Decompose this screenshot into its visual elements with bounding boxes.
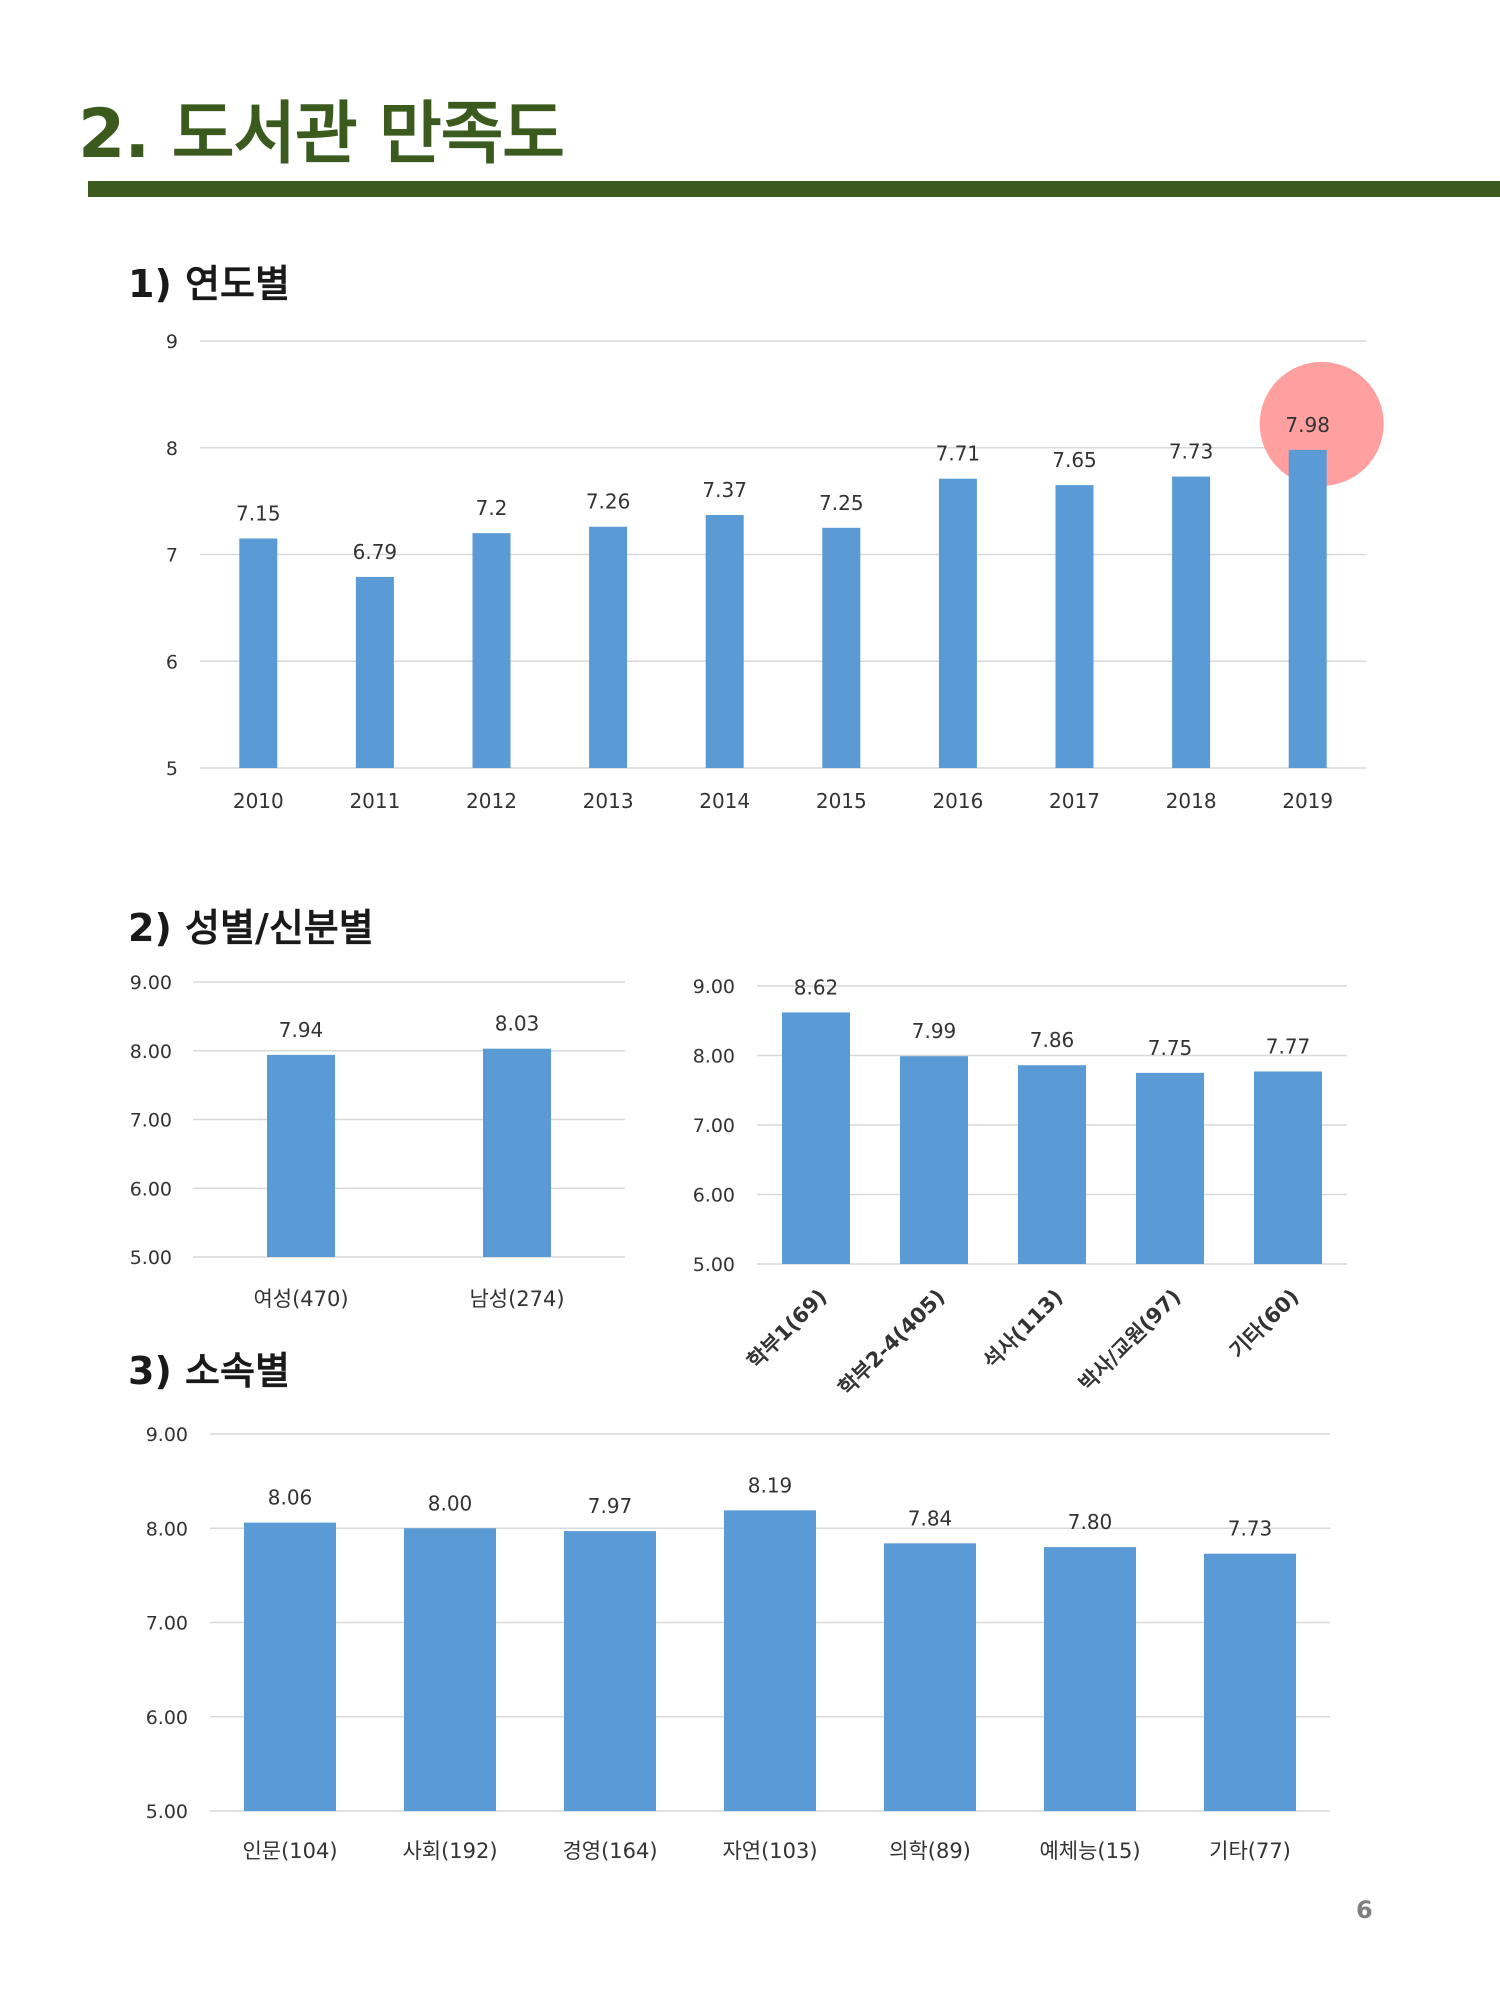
y-tick-label: 5.00 xyxy=(146,1801,188,1823)
bar xyxy=(1136,1072,1204,1264)
data-label: 8.06 xyxy=(268,1486,313,1510)
data-label: 8.00 xyxy=(428,1491,473,1515)
bar xyxy=(1018,1065,1086,1264)
x-tick-label: 의학(89) xyxy=(889,1839,971,1863)
data-label: 7.26 xyxy=(586,490,631,514)
bar xyxy=(355,576,394,768)
bar xyxy=(900,1056,968,1264)
y-tick-label: 5 xyxy=(166,758,178,780)
title-rule xyxy=(88,181,1500,197)
data-label: 7.77 xyxy=(1266,1034,1311,1058)
data-label: 7.25 xyxy=(819,491,864,515)
data-label: 8.62 xyxy=(794,975,839,999)
data-label: 7.73 xyxy=(1169,440,1214,464)
bar xyxy=(724,1510,816,1811)
section-heading-by-year: 1) 연도별 xyxy=(128,262,290,306)
bar xyxy=(1288,449,1327,768)
y-tick-label: 6.00 xyxy=(693,1185,735,1207)
x-tick-label: 2019 xyxy=(1282,789,1333,813)
x-tick-label: 2018 xyxy=(1166,789,1217,813)
y-tick-label: 9 xyxy=(166,331,178,353)
data-label: 7.37 xyxy=(702,478,747,502)
x-tick-label: 2014 xyxy=(699,789,750,813)
bar xyxy=(1044,1547,1136,1811)
y-tick-label: 9.00 xyxy=(693,976,735,998)
data-label: 7.71 xyxy=(936,442,981,466)
bar xyxy=(884,1543,976,1811)
x-tick-label: 경영(164) xyxy=(562,1839,657,1863)
data-label: 7.98 xyxy=(1285,413,1330,437)
x-tick-label: 2012 xyxy=(466,789,517,813)
x-tick-label: 인문(104) xyxy=(242,1839,337,1863)
section-heading-by-gender-status: 2) 성별/신분별 xyxy=(128,906,374,950)
data-label: 7.86 xyxy=(1030,1028,1075,1052)
bar xyxy=(244,1522,336,1811)
data-label: 7.65 xyxy=(1052,448,1097,472)
bar xyxy=(564,1531,656,1811)
x-tick-label: 남성(274) xyxy=(469,1287,564,1311)
section-heading-by-affiliation: 3) 소속별 xyxy=(128,1349,290,1393)
y-tick-label: 9.00 xyxy=(130,972,172,994)
data-label: 7.97 xyxy=(588,1494,633,1518)
x-tick-label: 예체능(15) xyxy=(1039,1839,1140,1863)
y-tick-label: 6.00 xyxy=(130,1178,172,1200)
page-title: 2. 도서관 만족도 xyxy=(78,95,565,174)
bar xyxy=(1055,485,1094,768)
y-tick-label: 8.00 xyxy=(693,1046,735,1068)
y-tick-label: 8 xyxy=(166,438,178,460)
bar xyxy=(239,538,278,768)
bar xyxy=(822,527,861,768)
x-tick-label: 기타(77) xyxy=(1209,1839,1291,1863)
data-label: 7.80 xyxy=(1068,1510,1113,1534)
bar xyxy=(589,526,628,768)
x-tick-label: 2011 xyxy=(349,789,400,813)
y-tick-label: 6 xyxy=(166,651,178,673)
y-tick-label: 8.00 xyxy=(146,1518,188,1540)
bar xyxy=(782,1012,850,1264)
bar xyxy=(1172,476,1211,768)
bar xyxy=(404,1528,496,1811)
data-label: 6.79 xyxy=(353,540,398,564)
bar xyxy=(483,1048,551,1257)
y-tick-label: 7 xyxy=(166,545,178,567)
y-tick-label: 9.00 xyxy=(146,1424,188,1446)
bar xyxy=(938,478,977,768)
x-tick-label: 자연(103) xyxy=(722,1839,817,1863)
x-tick-label: 여성(470) xyxy=(253,1287,348,1311)
x-tick-label: 2017 xyxy=(1049,789,1100,813)
x-tick-label: 2015 xyxy=(816,789,867,813)
x-tick-label: 2016 xyxy=(932,789,983,813)
data-label: 7.99 xyxy=(912,1019,957,1043)
data-label: 7.84 xyxy=(908,1506,953,1530)
data-label: 8.03 xyxy=(495,1012,540,1036)
x-tick-label: 사회(192) xyxy=(402,1839,497,1863)
y-tick-label: 7.00 xyxy=(146,1613,188,1635)
bar xyxy=(1204,1553,1296,1811)
y-tick-label: 5.00 xyxy=(130,1247,172,1269)
data-label: 7.73 xyxy=(1228,1517,1273,1541)
data-label: 7.2 xyxy=(476,496,508,520)
bar xyxy=(705,515,744,768)
y-tick-label: 8.00 xyxy=(130,1041,172,1063)
y-tick-label: 7.00 xyxy=(693,1115,735,1137)
bar xyxy=(472,533,511,768)
y-tick-label: 6.00 xyxy=(146,1707,188,1729)
bar xyxy=(267,1054,335,1257)
page-number: 6 xyxy=(1356,1896,1373,1924)
data-label: 7.15 xyxy=(236,501,281,525)
y-tick-label: 7.00 xyxy=(130,1110,172,1132)
data-label: 7.75 xyxy=(1148,1036,1193,1060)
y-tick-label: 5.00 xyxy=(693,1254,735,1276)
data-label: 8.19 xyxy=(748,1473,793,1497)
x-tick-label: 2013 xyxy=(583,789,634,813)
bar xyxy=(1254,1071,1322,1264)
data-label: 7.94 xyxy=(279,1018,324,1042)
x-tick-label: 2010 xyxy=(233,789,284,813)
